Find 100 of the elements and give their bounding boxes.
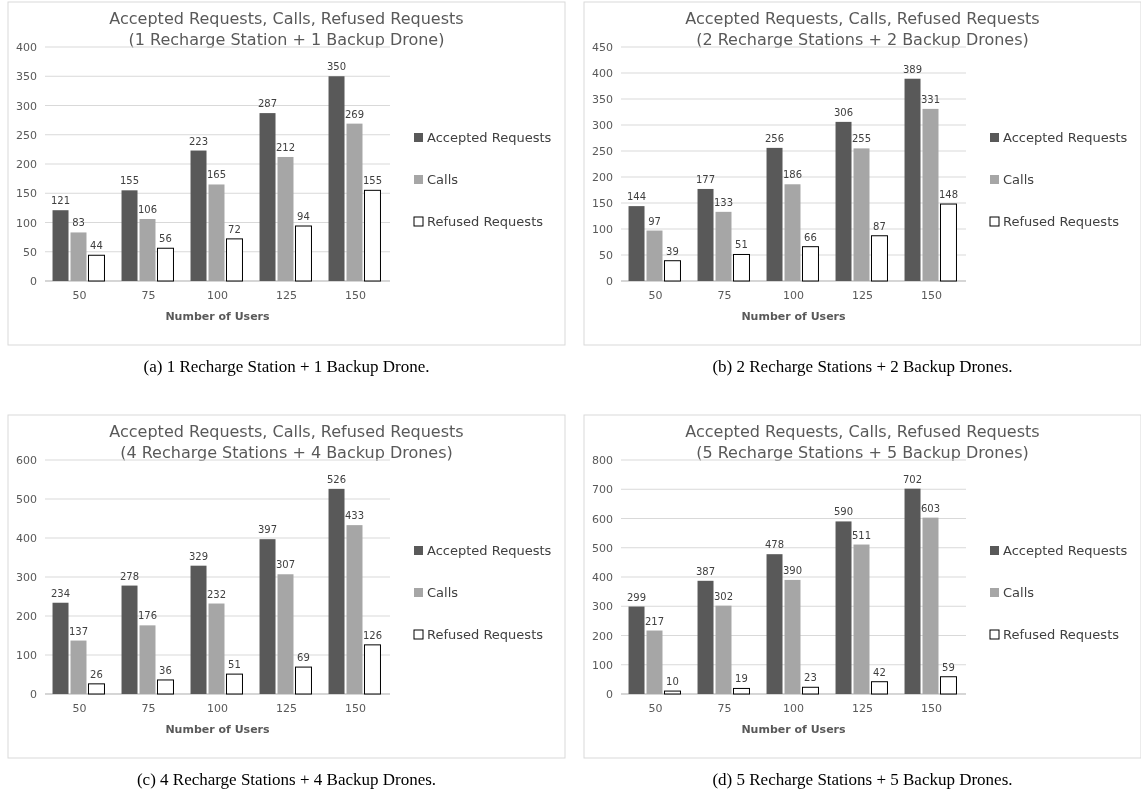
data-label: 177 — [695, 173, 716, 185]
legend-label: Accepted Requests — [1003, 130, 1128, 145]
y-tick-label: 50 — [23, 245, 37, 259]
legend-label: Refused Requests — [427, 627, 544, 642]
bar — [904, 488, 921, 694]
bar — [853, 148, 870, 281]
bar — [784, 579, 801, 694]
x-tick-label: 125 — [276, 289, 297, 302]
bar — [922, 517, 939, 694]
legend-label: Accepted Requests — [427, 130, 552, 145]
bar — [328, 76, 345, 281]
data-label: 217 — [644, 615, 665, 627]
data-label: 106 — [137, 203, 158, 215]
data-label: 165 — [206, 169, 227, 181]
x-tick-label: 75 — [141, 289, 156, 302]
bar — [156, 679, 174, 695]
y-tick-label: 0 — [30, 688, 37, 701]
bar — [870, 681, 888, 695]
bar — [646, 630, 663, 694]
chart-title: Accepted Requests, Calls, Refused Requests (2 Recharge Stations + 2 Backup Drones) — [685, 9, 1040, 49]
chart-title: Accepted Requests, Calls, Refused Requests (5 Recharge Stations + 5 Backup Drones) — [685, 422, 1040, 462]
x-tick-label: 75 — [141, 702, 156, 715]
data-label: 306 — [833, 106, 854, 118]
data-label: 603 — [920, 502, 941, 514]
data-label: 302 — [713, 590, 734, 602]
data-label: 256 — [764, 132, 785, 144]
bar — [277, 156, 294, 281]
chart-title: Accepted Requests, Calls, Refused Requests (1 Recharge Station + 1 Backup Drone) — [109, 9, 464, 49]
legend-label: Calls — [427, 585, 459, 600]
bar — [190, 150, 207, 281]
bar — [208, 603, 225, 694]
bar — [663, 260, 681, 282]
x-tick-label: 150 — [345, 702, 366, 715]
bar — [346, 525, 363, 694]
bar — [715, 605, 732, 694]
x-tick-label: 75 — [717, 289, 732, 302]
y-tick-label: 100 — [16, 216, 37, 230]
bar — [697, 188, 714, 281]
bar — [715, 211, 732, 281]
y-tick-label: 400 — [592, 571, 613, 584]
bar — [853, 544, 870, 694]
data-label: 397 — [257, 524, 278, 536]
x-tick-label: 50 — [648, 702, 663, 715]
bar — [87, 254, 105, 282]
data-label: 36 — [159, 664, 172, 676]
x-axis-title: Number of Users — [165, 723, 271, 736]
data-label: 155 — [362, 175, 383, 187]
y-tick-label: 250 — [592, 145, 613, 158]
text: (b) 2 Recharge Stations + 2 Backup Drones. — [712, 357, 1013, 376]
bar — [70, 640, 87, 694]
bar — [939, 203, 957, 282]
data-label: 387 — [695, 565, 716, 577]
y-tick-label: 700 — [592, 483, 613, 497]
bar — [363, 189, 381, 282]
data-label: 133 — [713, 196, 734, 208]
data-label: 389 — [902, 63, 923, 75]
bar — [766, 147, 783, 281]
y-tick-label: 300 — [16, 99, 37, 113]
data-label: 702 — [902, 473, 923, 485]
data-label: 83 — [72, 217, 85, 229]
data-label: 390 — [782, 564, 803, 576]
y-tick-label: 500 — [592, 541, 613, 555]
bar — [259, 113, 276, 281]
data-label: 234 — [50, 587, 71, 599]
legend-label: Calls — [1003, 172, 1035, 187]
data-label: 10 — [666, 676, 679, 688]
bar — [646, 230, 663, 281]
data-label: 212 — [275, 141, 296, 153]
data-label: 87 — [873, 220, 886, 232]
y-tick-label: 600 — [592, 512, 613, 526]
bar — [801, 686, 819, 695]
data-label: 144 — [626, 191, 647, 203]
bar — [208, 184, 225, 281]
bar — [277, 574, 294, 694]
y-tick-label: 500 — [16, 493, 37, 506]
bar — [363, 644, 381, 695]
bar — [628, 606, 645, 694]
bar — [328, 488, 345, 694]
y-tick-label: 450 — [592, 41, 613, 54]
bar — [628, 206, 645, 281]
legend-label: Accepted Requests — [427, 543, 552, 558]
y-tick-label: 50 — [599, 249, 613, 262]
y-tick-label: 100 — [16, 649, 37, 662]
y-tick-label: 200 — [592, 171, 613, 184]
bar — [139, 625, 156, 694]
data-label: 97 — [648, 215, 661, 227]
bar — [870, 235, 888, 282]
bar — [732, 253, 750, 282]
data-label: 433 — [344, 510, 365, 522]
bar — [156, 247, 174, 282]
y-tick-label: 100 — [592, 658, 613, 672]
y-tick-label: 400 — [592, 67, 613, 80]
data-label: 66 — [804, 231, 817, 243]
data-label: 137 — [68, 625, 89, 637]
y-tick-label: 600 — [16, 454, 37, 467]
text: (c) 4 Recharge Stations + 4 Backup Drones. — [136, 770, 437, 789]
data-label: 255 — [851, 133, 872, 145]
y-tick-label: 100 — [592, 223, 613, 236]
y-tick-label: 250 — [16, 128, 37, 142]
bar — [697, 580, 714, 694]
